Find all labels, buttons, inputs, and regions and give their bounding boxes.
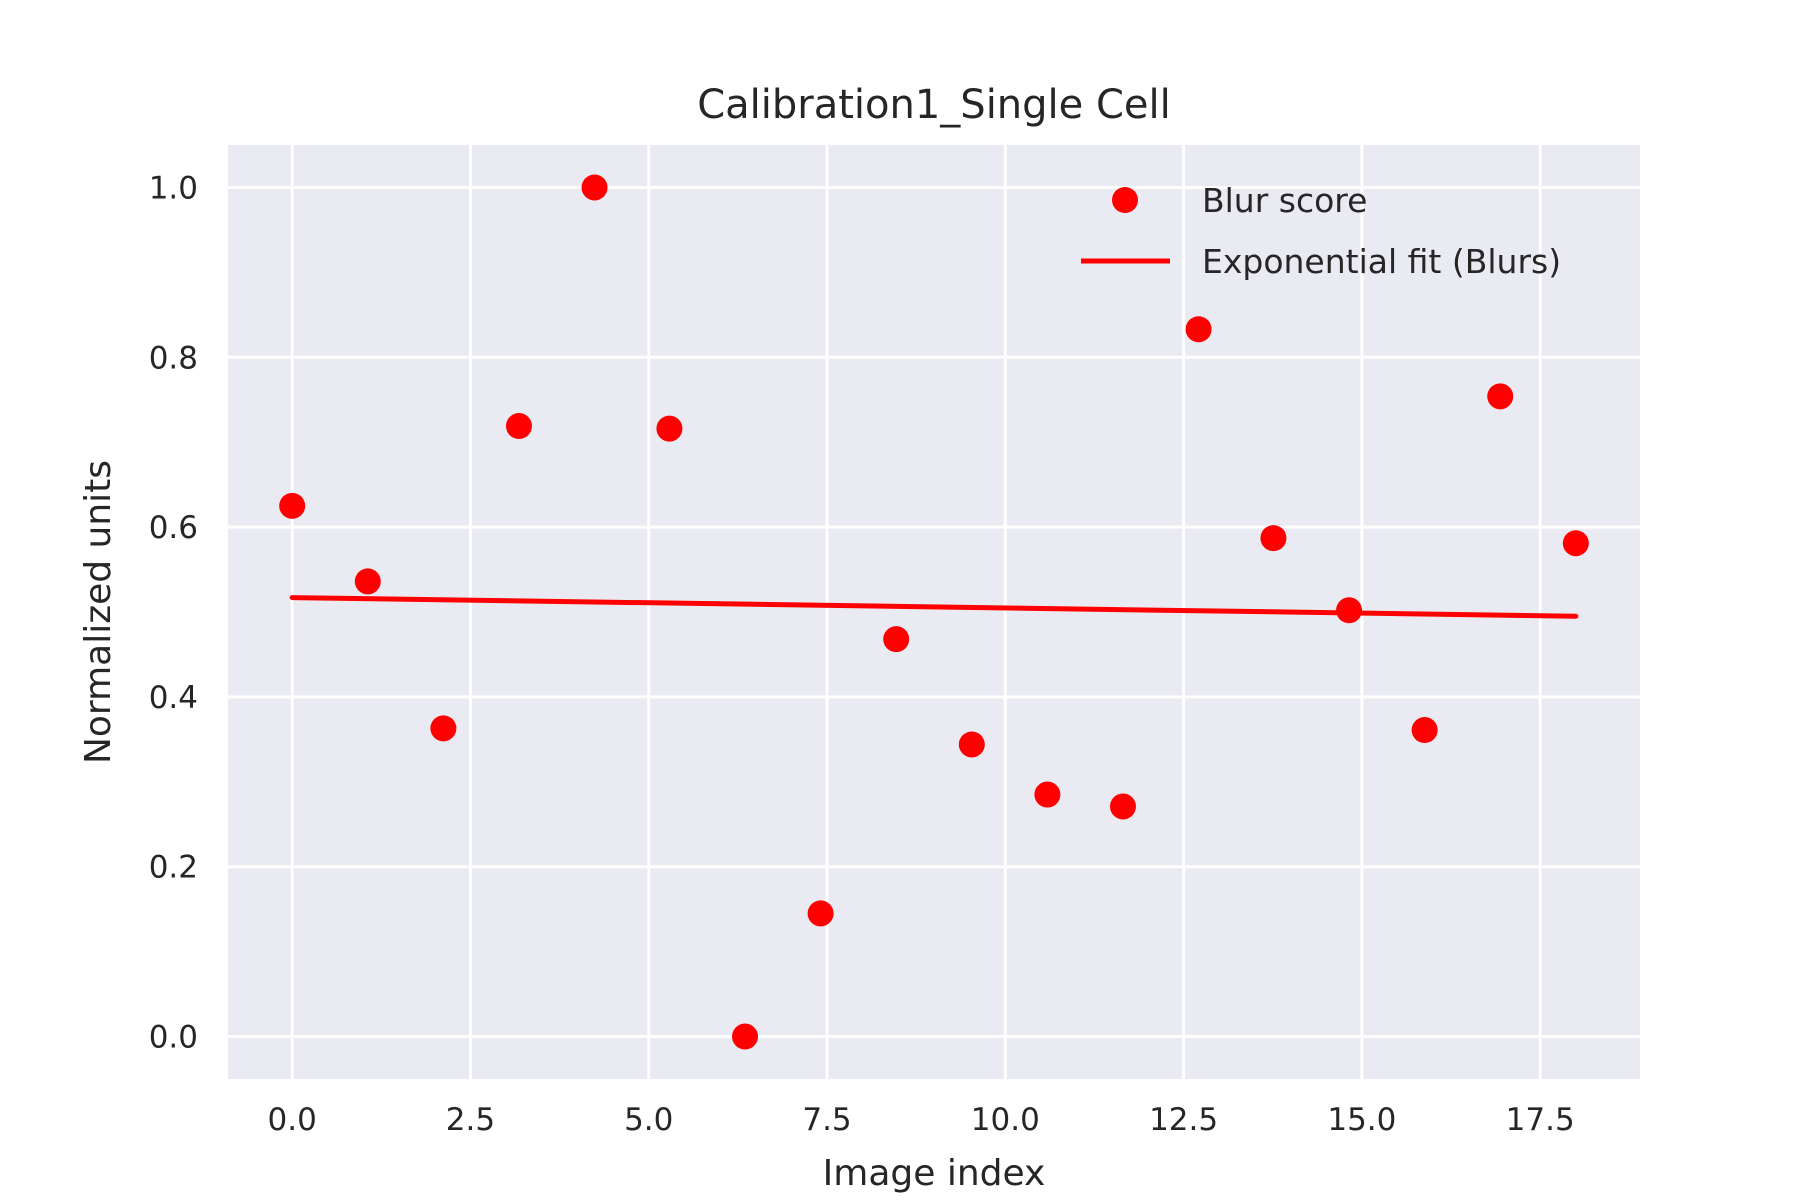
legend: Blur score Exponential fit (Blurs) <box>1081 181 1561 281</box>
x-tick-label: 17.5 <box>1506 1102 1575 1138</box>
tick-label-layer: 0.0 2.5 5.0 7.5 10.0 12.5 15.0 17.5 0.0 0.2 0.4 0.6… <box>149 170 1575 1138</box>
y-tick-label: 1.0 <box>149 170 198 206</box>
blur-score-point <box>1562 530 1589 557</box>
y-tick-label: 0.8 <box>149 340 198 376</box>
series-layer <box>279 174 1589 1050</box>
blur-score-point <box>1185 316 1212 343</box>
blur-score-point <box>1034 781 1061 808</box>
legend-marker-blur-score <box>1112 187 1138 213</box>
blur-score-point <box>279 492 306 519</box>
x-tick-label: 2.5 <box>446 1102 495 1138</box>
exponential-fit-line <box>289 595 1579 619</box>
y-tick-label: 0.0 <box>149 1020 198 1056</box>
x-tick-label: 0.0 <box>268 1102 317 1138</box>
x-tick-label: 5.0 <box>624 1102 673 1138</box>
legend-label-exponential-fit: Exponential fit (Blurs) <box>1202 242 1561 281</box>
blur-score-point <box>883 626 910 653</box>
y-tick-label: 0.2 <box>149 850 198 886</box>
x-tick-label: 7.5 <box>802 1102 851 1138</box>
blur-score-point <box>430 715 457 742</box>
blur-score-point <box>807 900 834 927</box>
x-tick-label: 12.5 <box>1149 1102 1218 1138</box>
blur-score-point <box>1109 793 1136 820</box>
legend-label-blur-score: Blur score <box>1202 181 1367 220</box>
x-axis-title: Image index <box>823 1153 1046 1194</box>
blur-score-point <box>958 731 985 758</box>
grid-layer <box>228 145 1640 1079</box>
chart-title: Calibration1_Single Cell <box>697 82 1171 128</box>
blur-score-point <box>1411 717 1438 744</box>
blur-score-point <box>1487 383 1514 410</box>
blur-score-point <box>732 1023 759 1050</box>
blur-score-point <box>505 413 532 440</box>
blur-score-point <box>1336 597 1363 624</box>
x-tick-label: 15.0 <box>1327 1102 1396 1138</box>
y-tick-label: 0.4 <box>149 680 198 716</box>
x-tick-label: 10.0 <box>971 1102 1040 1138</box>
y-axis-title: Normalized units <box>78 460 119 764</box>
blur-score-point <box>354 568 381 595</box>
blur-score-point <box>1260 525 1287 552</box>
blur-score-point <box>581 174 608 201</box>
blur-score-point <box>656 415 683 442</box>
y-tick-label: 0.6 <box>149 510 198 546</box>
